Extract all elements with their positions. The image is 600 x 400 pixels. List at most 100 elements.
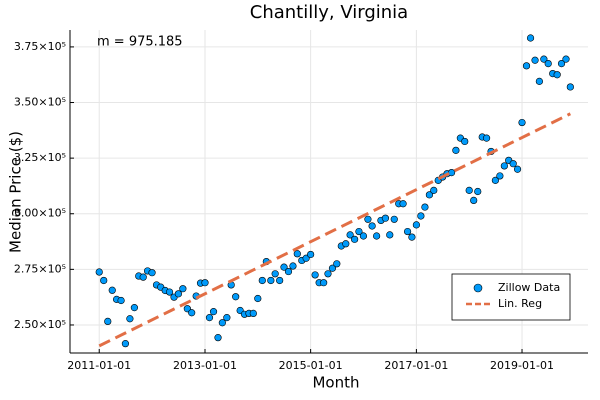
- data-point: [359, 232, 368, 240]
- data-point: [201, 279, 209, 287]
- data-point: [500, 162, 508, 170]
- data-point: [346, 231, 354, 239]
- data-point: [293, 250, 301, 258]
- data-point: [267, 276, 275, 285]
- data-point: [188, 309, 196, 317]
- data-point: [174, 290, 182, 298]
- data-point: [311, 271, 319, 279]
- data-point: [95, 268, 103, 276]
- data-point: [218, 319, 226, 327]
- y-tick-label: 2.50×10⁵: [14, 318, 66, 331]
- data-point: [139, 273, 147, 281]
- data-point: [535, 77, 543, 85]
- data-point: [179, 285, 187, 293]
- data-point: [496, 172, 504, 180]
- data-point: [491, 176, 499, 184]
- y-tick-label: 3.00×10⁵: [14, 207, 66, 220]
- x-tick-label: 2011-01-01: [67, 359, 131, 372]
- data-point: [271, 270, 279, 278]
- data-point: [324, 270, 332, 278]
- data-point: [430, 186, 438, 194]
- legend: Zillow Data Lin. Reg: [451, 273, 571, 321]
- data-point: [126, 315, 134, 323]
- data-point: [104, 317, 112, 326]
- y-axis-label: Median Price ($): [7, 131, 25, 253]
- data-point: [100, 276, 108, 285]
- data-point: [553, 71, 561, 79]
- data-point: [381, 214, 390, 222]
- data-point: [461, 137, 469, 146]
- data-point: [333, 260, 341, 268]
- data-point: [540, 55, 548, 63]
- data-point: [509, 160, 517, 168]
- data-point: [130, 304, 138, 312]
- annotation: m = 975.185: [97, 35, 183, 50]
- data-point: [289, 262, 297, 270]
- x-axis-label: Month: [312, 374, 359, 392]
- data-point: [531, 56, 539, 64]
- data-point: [412, 221, 420, 229]
- legend-label: Zillow Data: [498, 281, 560, 294]
- data-point: [223, 314, 231, 322]
- data-point: [425, 191, 434, 199]
- data-point: [522, 62, 531, 70]
- data-point: [121, 340, 130, 348]
- data-point: [254, 294, 262, 303]
- data-point: [390, 215, 398, 223]
- data-point: [258, 276, 266, 285]
- data-point: [518, 118, 526, 127]
- data-point: [544, 59, 552, 68]
- data-point: [232, 293, 240, 301]
- legend-box: [451, 273, 571, 321]
- data-point: [320, 279, 328, 287]
- data-point: [562, 55, 570, 63]
- data-point: [557, 59, 566, 68]
- data-point: [205, 314, 214, 322]
- regression-line: [98, 112, 572, 348]
- y-tick-label: 2.75×10⁵: [14, 262, 66, 275]
- data-point: [284, 267, 293, 276]
- data-point: [307, 250, 315, 259]
- data-point: [280, 263, 288, 271]
- data-point: [482, 134, 491, 142]
- data-point: [214, 334, 222, 342]
- x-tick-label: 2019-01-01: [490, 359, 554, 372]
- grid: [70, 30, 588, 353]
- data-point: [408, 233, 416, 241]
- data-point: [165, 288, 174, 296]
- data-point: [249, 309, 257, 318]
- data-point: [368, 222, 376, 230]
- data-point: [117, 296, 125, 305]
- y-tick-label: 3.25×10⁵: [14, 151, 66, 164]
- chart-title: Chantilly, Virginia: [250, 2, 408, 23]
- data-point: [566, 83, 574, 91]
- legend-marker: [473, 283, 483, 293]
- data-point: [417, 212, 425, 220]
- data-point: [474, 187, 482, 196]
- legend-label: Lin. Reg: [498, 297, 542, 310]
- data-point: [526, 34, 535, 42]
- data-point: [148, 269, 156, 277]
- plot-area: [95, 34, 574, 348]
- data-point: [513, 165, 522, 173]
- data-point: [355, 227, 363, 236]
- data-point: [373, 232, 381, 240]
- data-point: [470, 196, 478, 204]
- data-point: [452, 146, 460, 154]
- y-tick-label: 3.75×10⁵: [14, 40, 66, 53]
- data-point: [351, 235, 359, 243]
- data-point: [399, 200, 407, 208]
- x-tick-label: 2017-01-01: [384, 359, 448, 372]
- data-point: [403, 227, 412, 236]
- x-tick-label: 2015-01-01: [279, 359, 343, 372]
- data-point: [364, 215, 372, 223]
- data-point: [328, 264, 337, 272]
- data-point: [465, 186, 473, 194]
- x-tick-label: 2013-01-01: [173, 359, 237, 372]
- data-point: [342, 240, 350, 248]
- y-tick-label: 3.50×10⁵: [14, 96, 66, 109]
- data-point: [276, 276, 284, 285]
- data-point: [209, 308, 218, 316]
- data-point: [386, 231, 394, 239]
